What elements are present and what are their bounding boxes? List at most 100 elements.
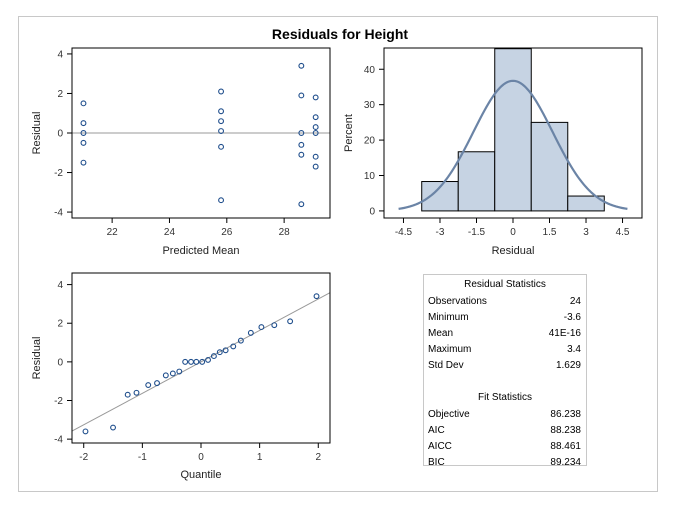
y-tick-label: 20 (364, 136, 376, 147)
stat-label: Objective (428, 409, 470, 420)
stat-value: 41E-16 (548, 328, 581, 339)
residual-point (298, 201, 305, 208)
figure-frame (18, 16, 658, 492)
stat-label: Minimum (428, 312, 469, 323)
x-tick-label: 3 (583, 227, 589, 238)
x-tick-label: 24 (164, 227, 176, 238)
residual-point (80, 159, 87, 166)
stat-row-observations: Observations 24 (424, 294, 586, 310)
y-tick-label: 0 (57, 357, 63, 368)
x-axis-label: Predicted Mean (162, 245, 239, 257)
residual-point (218, 118, 225, 125)
qq-point (237, 337, 244, 344)
normal-density-curve (398, 79, 628, 210)
stat-label: AIC (428, 425, 445, 436)
x-tick-label: 2 (315, 452, 321, 463)
y-tick-label: -4 (54, 208, 63, 219)
residual-point (298, 141, 305, 148)
qq-reference-line (71, 292, 331, 432)
x-tick-label: 22 (107, 227, 119, 238)
qq-point (210, 353, 217, 360)
qq-point (176, 368, 183, 375)
residual-point (312, 163, 319, 170)
qq-point (110, 424, 116, 431)
y-tick-label: 2 (57, 319, 63, 330)
qq-point (133, 389, 140, 396)
y-tick-label: 4 (57, 49, 63, 60)
x-tick-label: 0 (510, 227, 516, 238)
residual-point (298, 92, 305, 99)
stat-label: AICC (428, 441, 452, 452)
qq-point (182, 358, 189, 365)
fit-statistics-header: Fit Statistics (478, 392, 532, 403)
y-tick-label: 30 (364, 100, 376, 111)
qq-point (188, 358, 194, 365)
y-axis-label: Residual (31, 112, 43, 155)
stat-value: -3.6 (563, 312, 581, 323)
stat-row-aicc: AICC 88.461 (424, 439, 586, 455)
stat-label: Maximum (428, 344, 472, 355)
residual-point (80, 100, 87, 107)
x-tick-label: 4.5 (616, 227, 630, 238)
qq-point (154, 380, 160, 387)
stat-label: Std Dev (428, 360, 464, 371)
stats-spacer (424, 374, 586, 388)
qq-point (222, 347, 229, 354)
stat-row-std-dev: Std Dev 1.629 (424, 358, 586, 374)
qq-point (313, 293, 320, 300)
stat-value: 89.234 (550, 457, 581, 468)
y-axis-label: Percent (343, 114, 355, 152)
residual-point (312, 124, 319, 131)
x-tick-label: 1.5 (543, 227, 557, 238)
stat-row-aic: AIC 88.238 (424, 423, 586, 439)
y-tick-label: 10 (364, 171, 376, 182)
qq-point (258, 324, 265, 331)
stat-label: BIC (428, 457, 445, 468)
y-tick-label: -2 (54, 396, 63, 407)
qq-point (271, 322, 278, 329)
residual-point (218, 88, 225, 95)
histogram-bar (567, 195, 605, 212)
x-tick-label: -4.5 (395, 227, 413, 238)
stat-row-minimum: Minimum -3.6 (424, 310, 586, 326)
residual-point (80, 120, 87, 127)
qq-point (199, 358, 206, 365)
stat-row-mean: Mean 41E-16 (424, 326, 586, 342)
x-tick-label: -2 (79, 452, 88, 463)
residual-point (218, 197, 225, 204)
histogram-bar (457, 151, 496, 212)
residual-point (298, 62, 305, 69)
stat-row-objective: Objective 86.238 (424, 407, 586, 423)
x-tick-label: 1 (257, 452, 263, 463)
qq-point (247, 329, 254, 336)
x-tick-label: 28 (279, 227, 291, 238)
residual-point (298, 130, 305, 136)
x-tick-label: 26 (221, 227, 233, 238)
x-axis-label: Quantile (181, 469, 222, 481)
y-tick-label: 40 (364, 65, 376, 76)
stat-value: 24 (569, 296, 581, 307)
residual-point (80, 139, 87, 146)
figure-title: Residuals for Height (271, 26, 409, 42)
qq-plot: -2 -1 0 1 2 -4 -2 0 2 4 Quantile Residual (31, 272, 331, 481)
x-tick-label: 0 (198, 452, 204, 463)
residual-point (218, 108, 225, 115)
stat-label: Observations (428, 296, 487, 307)
residual-point (298, 151, 305, 158)
x-tick-label: -1.5 (468, 227, 486, 238)
stat-row-bic: BIC 89.234 (424, 455, 586, 471)
residual-histogram-plot: -4.5 -3 -1.5 0 1.5 3 4.5 0 10 20 30 40 Residual Perce… (343, 47, 643, 257)
plot-area-border (71, 272, 331, 444)
y-tick-label: 0 (57, 129, 63, 140)
histogram-bar (494, 48, 532, 212)
residual-statistics-header: Residual Statistics (464, 279, 546, 290)
qq-point (193, 358, 200, 365)
residual-point (218, 143, 225, 150)
y-tick-label: 0 (369, 206, 375, 217)
residual-point (218, 128, 225, 134)
qq-point (287, 318, 294, 325)
qq-point (124, 391, 131, 398)
qq-point (169, 370, 176, 377)
